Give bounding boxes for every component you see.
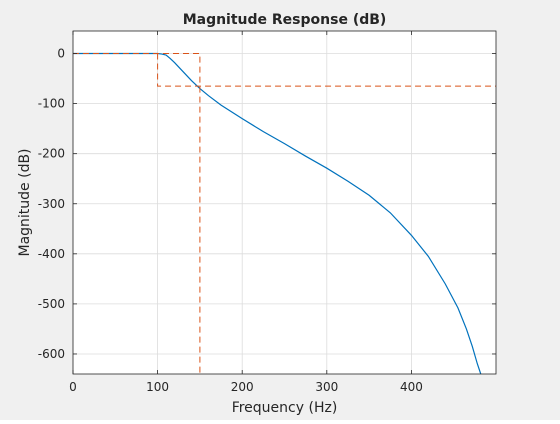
- y-tick-label: -200: [38, 147, 65, 161]
- series-group: [73, 52, 496, 375]
- mask-passband-line: [73, 53, 201, 374]
- x-tick-label: 400: [400, 380, 423, 394]
- mask-stopband-line: [157, 53, 496, 87]
- x-tick-label: 300: [315, 380, 338, 394]
- plot-background: [73, 31, 496, 374]
- x-tick-label: 100: [146, 380, 169, 394]
- y-tick-label: 0: [57, 47, 65, 61]
- y-tick-label: -300: [38, 197, 65, 211]
- x-tick-label: 0: [69, 380, 77, 394]
- y-tick-label: -500: [38, 297, 65, 311]
- x-tick-label: 200: [231, 380, 254, 394]
- y-axis-label: Magnitude (dB): [17, 148, 33, 256]
- ticks: 0 100 200 300 400 0 -100 -200 -300 -400 -500 -600: [38, 31, 496, 394]
- y-tick-label: -100: [38, 97, 65, 111]
- y-tick-label: -400: [38, 247, 65, 261]
- x-axis-label: Frequency (Hz): [232, 400, 338, 416]
- plot-frame: [72, 30, 497, 375]
- y-tick-label: -600: [38, 347, 65, 361]
- chart-title: Magnitude Response (dB): [183, 12, 387, 28]
